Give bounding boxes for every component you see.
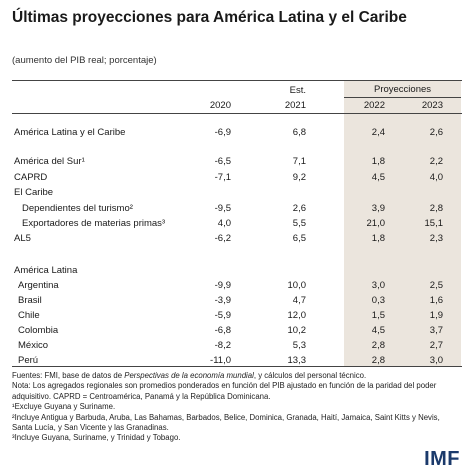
header-2021: 2021: [284, 100, 306, 111]
cell-value: 2,5: [429, 280, 443, 291]
row-label: CAPRD: [14, 172, 48, 183]
cell-value: 4,5: [371, 172, 385, 183]
cell-value: -3,9: [214, 295, 231, 306]
cell-value: 3,0: [429, 355, 443, 366]
cell-value: 4,7: [292, 295, 306, 306]
cell-value: 2,7: [429, 340, 443, 351]
table-row: América Latina: [0, 265, 474, 278]
table-row: Argentina -9,9 10,0 3,0 2,5: [0, 280, 474, 293]
cell-value: 15,1: [424, 218, 444, 229]
row-label: El Caribe: [14, 187, 54, 198]
header-2022: 2022: [363, 100, 385, 111]
projections-label: Proyecciones: [373, 84, 432, 95]
cell-value: 4,0: [217, 218, 231, 229]
row-label: Dependientes del turismo²: [22, 203, 133, 214]
cell-value: 13,3: [287, 355, 307, 366]
table-row: AL5 -6,2 6,5 1,8 2,3: [0, 233, 474, 246]
note-sources: Fuentes: FMI, base de datos de Perspecti…: [12, 371, 367, 380]
cell-value: 2,4: [371, 127, 385, 138]
cell-value: -6,9: [214, 127, 231, 138]
cell-value: 2,6: [292, 203, 306, 214]
header-rule: [12, 113, 462, 114]
table-row: Colombia -6,8 10,2 4,5 3,7: [0, 325, 474, 338]
row-label: Exportadores de materias primas³: [22, 218, 166, 229]
table-row: Brasil -3,9 4,7 0,3 1,6: [0, 295, 474, 308]
row-label: AL5: [14, 233, 31, 244]
row-label: México: [18, 340, 49, 351]
cell-value: 3,7: [429, 325, 443, 336]
row-label: Chile: [18, 310, 40, 321]
row-label: América Latina: [14, 265, 78, 276]
table-row: América del Sur¹ -6,5 7,1 1,8 2,2: [0, 156, 474, 169]
row-label: Colombia: [18, 325, 59, 336]
cell-value: 6,8: [292, 127, 306, 138]
cell-value: 1,5: [371, 310, 385, 321]
cell-value: 5,3: [292, 340, 306, 351]
table-row: Perú -11,0 13,3 2,8 3,0: [0, 355, 474, 368]
cell-value: 3,0: [371, 280, 385, 291]
cell-value: 2,8: [371, 355, 385, 366]
row-label: Brasil: [18, 295, 42, 306]
cell-value: 2,8: [429, 203, 443, 214]
cell-value: 7,1: [292, 156, 306, 167]
bottom-rule: [12, 366, 462, 367]
cell-value: 4,0: [429, 172, 443, 183]
cell-value: 0,3: [371, 295, 385, 306]
cell-value: 1,8: [371, 233, 385, 244]
top-rule: [12, 80, 462, 81]
cell-value: 2,6: [429, 127, 443, 138]
cell-value: 21,0: [366, 218, 386, 229]
cell-value: 1,9: [429, 310, 443, 321]
cell-value: 12,0: [287, 310, 307, 321]
cell-value: 2,3: [429, 233, 443, 244]
cell-value: -9,5: [214, 203, 231, 214]
cell-value: 5,5: [292, 218, 306, 229]
table-row: Dependientes del turismo² -9,5 2,6 3,9 2,8: [0, 203, 474, 216]
cell-value: 2,8: [371, 340, 385, 351]
header-2023: 2023: [421, 100, 443, 111]
header-est: Est.: [289, 85, 306, 96]
header-2020: 2020: [209, 100, 231, 111]
projections-shade: [344, 80, 461, 366]
projections-rule: [344, 97, 461, 98]
cell-value: -6,8: [214, 325, 231, 336]
cell-value: 9,2: [292, 172, 306, 183]
cell-value: 1,6: [429, 295, 443, 306]
cell-value: 3,9: [371, 203, 385, 214]
cell-value: 10,2: [287, 325, 307, 336]
row-label: América del Sur¹: [14, 156, 85, 167]
cell-value: 4,5: [371, 325, 385, 336]
row-label: América Latina y el Caribe: [14, 127, 126, 138]
footnote-2: ²Incluye Antigua y Barbuda, Aruba, Las B…: [12, 412, 440, 433]
cell-value: -8,2: [214, 340, 231, 351]
cell-value: 2,2: [429, 156, 443, 167]
cell-value: -11,0: [210, 355, 231, 366]
notes: Fuentes: FMI, base de datos de Perspecti…: [12, 371, 462, 444]
imf-logo: IMF: [424, 448, 460, 470]
cell-value: -6,2: [214, 233, 231, 244]
footnote-3: ³Incluye Guyana, Suriname, y Trinidad y …: [12, 433, 181, 443]
cell-value: 10,0: [287, 280, 307, 291]
table-row: Chile -5,9 12,0 1,5 1,9: [0, 310, 474, 323]
table-row: Exportadores de materias primas³ 4,0 5,5 21…: [0, 218, 474, 231]
row-label: Argentina: [18, 280, 59, 291]
table-row: CAPRD -7,1 9,2 4,5 4,0: [0, 172, 474, 185]
footnote-1: ¹Excluye Guyana y Suriname.: [12, 402, 116, 412]
cell-value: 6,5: [292, 233, 306, 244]
cell-value: 1,8: [371, 156, 385, 167]
row-label: Perú: [18, 355, 39, 366]
cell-value: -6,5: [214, 156, 231, 167]
cell-value: -5,9: [214, 310, 231, 321]
note-general: Nota: Los agregados regionales son prome…: [12, 381, 437, 401]
cell-value: -9,9: [214, 280, 231, 291]
table-row: América Latina y el Caribe -6,9 6,8 2,4 2,6: [0, 127, 474, 140]
subtitle: (aumento del PIB real; porcentaje): [12, 55, 157, 66]
table-row: México -8,2 5,3 2,8 2,7: [0, 340, 474, 353]
table-row: El Caribe: [0, 187, 474, 200]
cell-value: -7,1: [214, 172, 231, 183]
page-title: Últimas proyecciones para América Latina…: [12, 9, 407, 26]
